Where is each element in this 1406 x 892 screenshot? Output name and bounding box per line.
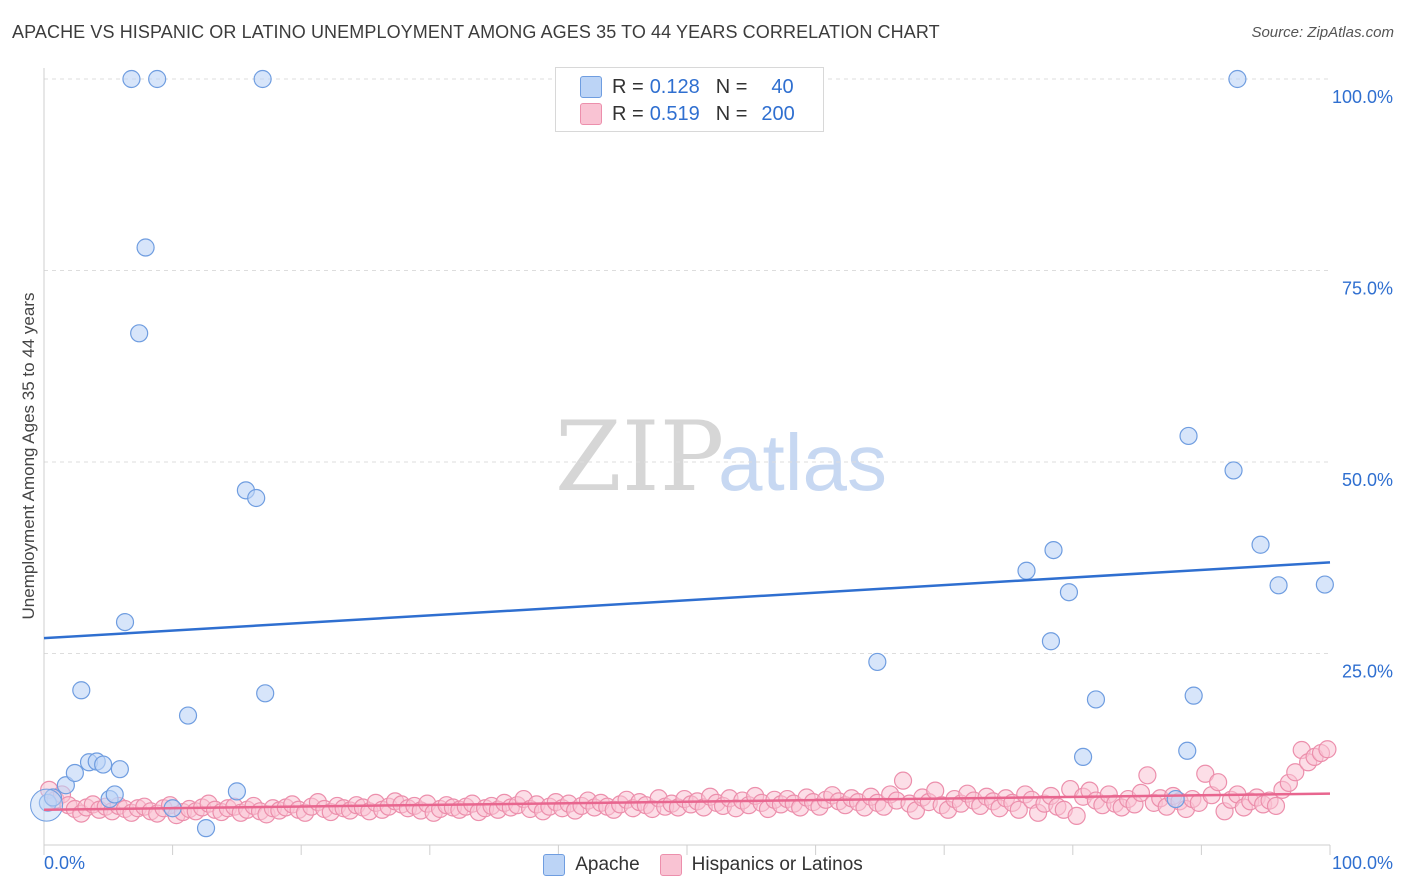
apache-point	[130, 324, 149, 343]
apache-point	[1179, 426, 1198, 446]
hispanic-point	[1266, 796, 1286, 816]
hispanic-n-label: N =	[715, 102, 748, 125]
hispanic-point	[1067, 806, 1086, 825]
hispanic-point	[1318, 740, 1337, 759]
hispanic-swatch	[580, 103, 602, 125]
source-label: Source: ZipAtlas.com	[1251, 24, 1394, 41]
hispanic-point	[1286, 763, 1305, 782]
apache-cluster-point	[30, 788, 64, 822]
hispanic-point	[1138, 766, 1157, 785]
apache-legend-swatch	[543, 854, 566, 876]
y-tick-label: 25.0%	[1342, 662, 1393, 682]
y-tick-label: 75.0%	[1342, 279, 1393, 299]
apache-point	[115, 612, 135, 632]
apache-point	[196, 819, 216, 838]
hispanic-trend-line	[43, 792, 1331, 812]
apache-swatch	[580, 76, 602, 98]
watermark-atlas: atlas	[718, 418, 887, 507]
apache-point	[1041, 632, 1061, 651]
apache-trend-line	[43, 561, 1331, 640]
apache-point	[1017, 561, 1036, 580]
hispanic-r-value: 0.519	[649, 102, 700, 125]
chart-title: APACHE VS HISPANIC OR LATINO UNEMPLOYMEN…	[12, 22, 940, 42]
apache-point	[1224, 461, 1243, 480]
apache-r-value: 0.128	[649, 75, 700, 98]
apache-n-value: 40	[771, 75, 794, 98]
apache-point	[1228, 69, 1247, 89]
apache-point	[136, 238, 155, 257]
hispanic-point	[1196, 764, 1215, 783]
apache-point	[1315, 575, 1334, 594]
apache-point	[1184, 686, 1203, 705]
apache-point	[56, 776, 75, 795]
apache-point	[227, 782, 246, 801]
apache-point	[110, 760, 129, 779]
hispanic-point	[893, 771, 913, 790]
legend-row-hispanic: R = 0.519 N = 200	[580, 101, 795, 127]
x-tick-label: 100.0%	[1332, 853, 1393, 873]
apache-n-label: N =	[715, 75, 748, 98]
apache-point	[178, 706, 198, 725]
apache-point	[1166, 789, 1185, 809]
apache-point	[122, 69, 141, 89]
hispanic-n-value: 200	[761, 102, 795, 125]
apache-point	[247, 488, 266, 508]
apache-point	[1178, 741, 1197, 760]
grid-layer	[44, 78, 1330, 654]
x-tick-label: 0.0%	[44, 853, 85, 873]
apache-point	[1086, 690, 1106, 709]
hispanic-point	[1209, 773, 1228, 792]
apache-point	[65, 763, 84, 783]
hispanic-points	[40, 740, 1337, 825]
legend-item-apache[interactable]: Apache	[543, 854, 640, 876]
apache-point	[868, 652, 887, 672]
axis-layer	[43, 68, 1331, 855]
apache-point	[1059, 583, 1079, 602]
apache-point	[256, 684, 275, 703]
apache-r-label: R =	[612, 75, 644, 98]
apache-point	[148, 69, 167, 89]
apache-point	[105, 785, 124, 804]
correlation-legend: R = 0.128 N = 40 R = 0.519 N = 200	[555, 67, 824, 132]
apache-point	[72, 681, 91, 700]
apache-point	[1269, 576, 1288, 595]
apache-point	[1044, 540, 1063, 560]
legend-row-apache: R = 0.128 N = 40	[580, 74, 794, 100]
tick-labels: 25.0% 50.0% 75.0% 100.0% 0.0% 100.0%	[44, 87, 1393, 873]
watermark-zip: ZIP	[555, 401, 724, 513]
series-legend: Apache Hispanics or Latinos	[0, 851, 1406, 879]
y-tick-label: 50.0%	[1342, 470, 1393, 490]
apache-point	[253, 69, 272, 89]
apache-point	[94, 755, 113, 774]
hispanic-legend-label: Hispanics or Latinos	[691, 854, 863, 875]
y-tick-label: 100.0%	[1332, 87, 1393, 107]
apache-points	[30, 69, 1334, 838]
hispanic-point	[1009, 800, 1028, 819]
trend-lines	[43, 561, 1331, 812]
apache-legend-label: Apache	[575, 854, 640, 875]
y-axis-label: Unemployment Among Ages 35 to 44 years	[19, 293, 38, 620]
hispanic-r-label: R =	[612, 102, 644, 125]
apache-point	[1073, 747, 1093, 767]
hispanic-legend-swatch	[659, 854, 682, 876]
legend-item-hispanic[interactable]: Hispanics or Latinos	[659, 854, 863, 876]
apache-point	[1251, 535, 1270, 554]
